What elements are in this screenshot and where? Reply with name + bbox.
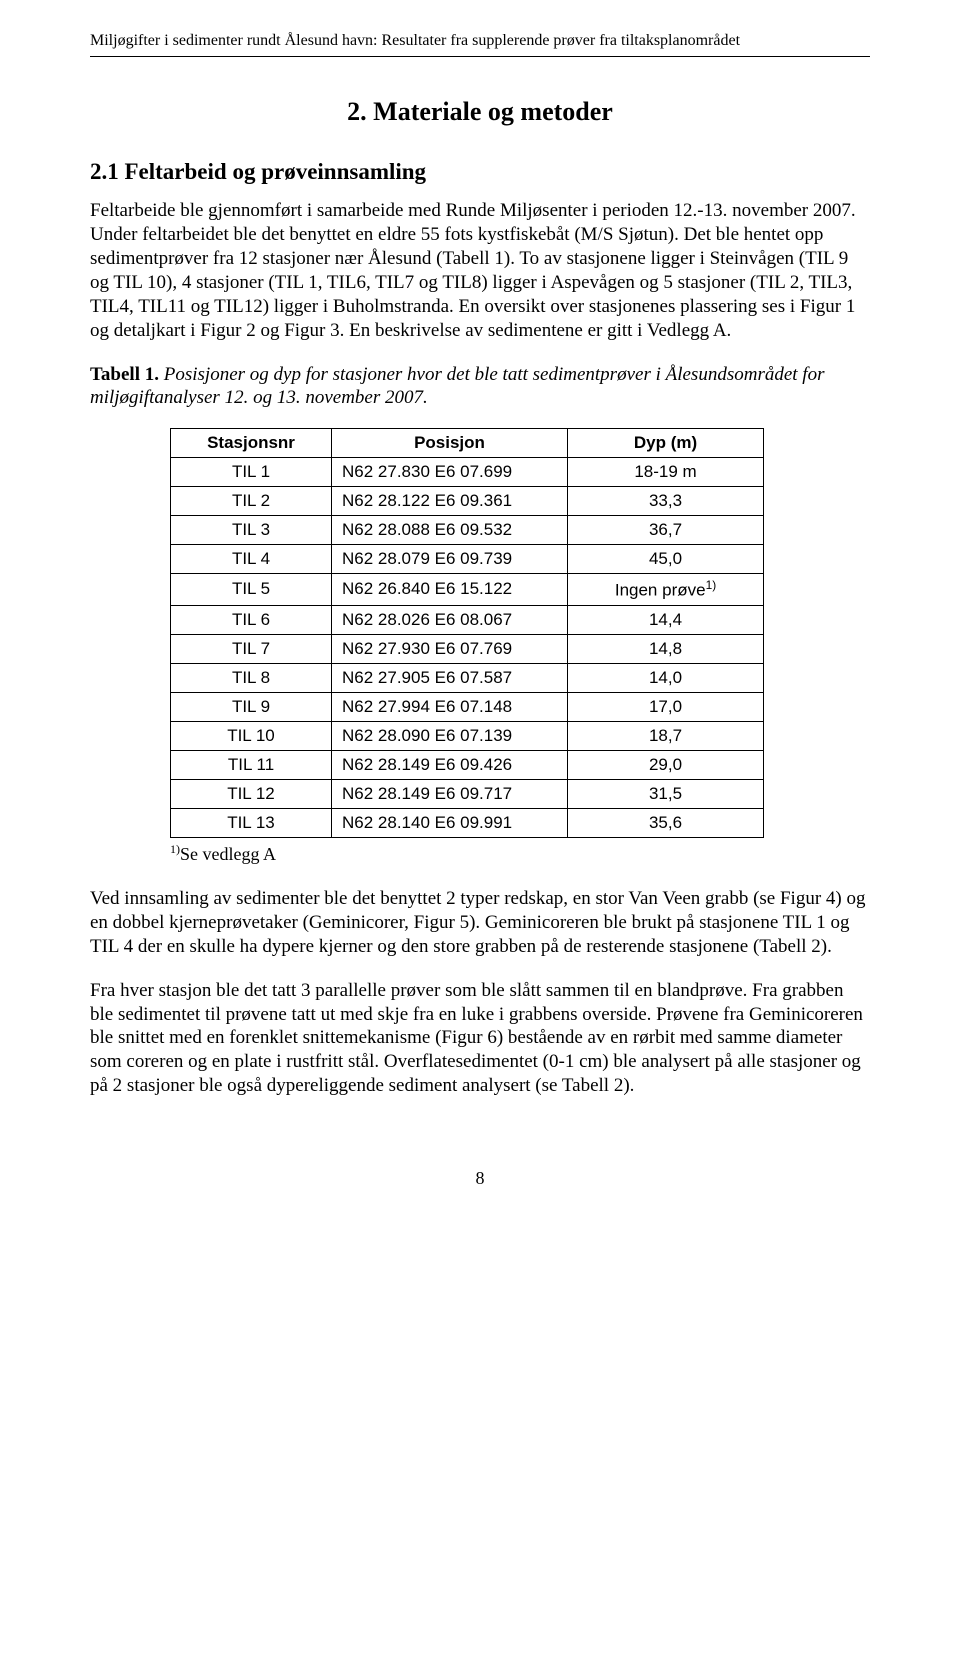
cell-posisjon: N62 27.930 E6 07.769 bbox=[332, 634, 568, 663]
cell-dyp: 33,3 bbox=[568, 487, 764, 516]
table-caption-text: Posisjoner og dyp for stasjoner hvor det… bbox=[90, 364, 824, 409]
cell-posisjon: N62 28.088 E6 09.532 bbox=[332, 516, 568, 545]
paragraph-2: Ved innsamling av sedimenter ble det ben… bbox=[90, 887, 870, 959]
cell-stasjonsnr: TIL 7 bbox=[171, 634, 332, 663]
cell-posisjon: N62 27.905 E6 07.587 bbox=[332, 663, 568, 692]
col-header-dyp: Dyp (m) bbox=[568, 429, 764, 458]
cell-sup: 1) bbox=[706, 578, 717, 592]
table-row: TIL 6N62 28.026 E6 08.06714,4 bbox=[171, 605, 764, 634]
table-row: TIL 10N62 28.090 E6 07.13918,7 bbox=[171, 721, 764, 750]
footnote-text: Se vedlegg A bbox=[180, 844, 276, 864]
cell-dyp: 31,5 bbox=[568, 779, 764, 808]
table-row: TIL 9N62 27.994 E6 07.14817,0 bbox=[171, 692, 764, 721]
cell-stasjonsnr: TIL 11 bbox=[171, 750, 332, 779]
page-number: 8 bbox=[90, 1168, 870, 1189]
table-row: TIL 7N62 27.930 E6 07.76914,8 bbox=[171, 634, 764, 663]
cell-dyp: 18,7 bbox=[568, 721, 764, 750]
footnote-marker: 1) bbox=[170, 842, 180, 856]
col-header-posisjon: Posisjon bbox=[332, 429, 568, 458]
running-header: Miljøgifter i sedimenter rundt Ålesund h… bbox=[90, 32, 870, 57]
cell-dyp: 14,8 bbox=[568, 634, 764, 663]
cell-dyp: 18-19 m bbox=[568, 458, 764, 487]
document-page: Miljøgifter i sedimenter rundt Ålesund h… bbox=[0, 0, 960, 1229]
table-row: TIL 3N62 28.088 E6 09.53236,7 bbox=[171, 516, 764, 545]
cell-dyp: Ingen prøve1) bbox=[568, 574, 764, 606]
cell-dyp: 36,7 bbox=[568, 516, 764, 545]
station-table-wrap: Stasjonsnr Posisjon Dyp (m) TIL 1N62 27.… bbox=[170, 428, 870, 838]
cell-posisjon: N62 28.149 E6 09.426 bbox=[332, 750, 568, 779]
cell-stasjonsnr: TIL 13 bbox=[171, 808, 332, 837]
cell-dyp: 14,0 bbox=[568, 663, 764, 692]
cell-stasjonsnr: TIL 6 bbox=[171, 605, 332, 634]
cell-posisjon: N62 27.830 E6 07.699 bbox=[332, 458, 568, 487]
table-row: TIL 4N62 28.079 E6 09.73945,0 bbox=[171, 545, 764, 574]
cell-dyp: 17,0 bbox=[568, 692, 764, 721]
table-row: TIL 2N62 28.122 E6 09.36133,3 bbox=[171, 487, 764, 516]
cell-stasjonsnr: TIL 5 bbox=[171, 574, 332, 606]
section-title: 2.1 Feltarbeid og prøveinnsamling bbox=[90, 159, 870, 185]
cell-posisjon: N62 28.140 E6 09.991 bbox=[332, 808, 568, 837]
table-row: TIL 1N62 27.830 E6 07.69918-19 m bbox=[171, 458, 764, 487]
table-caption: Tabell 1. Posisjoner og dyp for stasjone… bbox=[90, 363, 870, 411]
cell-posisjon: N62 26.840 E6 15.122 bbox=[332, 574, 568, 606]
cell-posisjon: N62 28.026 E6 08.067 bbox=[332, 605, 568, 634]
cell-dyp: 29,0 bbox=[568, 750, 764, 779]
cell-stasjonsnr: TIL 1 bbox=[171, 458, 332, 487]
cell-stasjonsnr: TIL 12 bbox=[171, 779, 332, 808]
paragraph-3: Fra hver stasjon ble det tatt 3 parallel… bbox=[90, 979, 870, 1099]
cell-posisjon: N62 27.994 E6 07.148 bbox=[332, 692, 568, 721]
station-table: Stasjonsnr Posisjon Dyp (m) TIL 1N62 27.… bbox=[170, 428, 764, 838]
cell-stasjonsnr: TIL 10 bbox=[171, 721, 332, 750]
cell-dyp: 45,0 bbox=[568, 545, 764, 574]
cell-stasjonsnr: TIL 2 bbox=[171, 487, 332, 516]
paragraph-1: Feltarbeide ble gjennomført i samarbeide… bbox=[90, 199, 870, 343]
cell-stasjonsnr: TIL 9 bbox=[171, 692, 332, 721]
cell-dyp: 35,6 bbox=[568, 808, 764, 837]
cell-stasjonsnr: TIL 8 bbox=[171, 663, 332, 692]
table-body: TIL 1N62 27.830 E6 07.69918-19 mTIL 2N62… bbox=[171, 458, 764, 838]
cell-posisjon: N62 28.149 E6 09.717 bbox=[332, 779, 568, 808]
table-row: TIL 5N62 26.840 E6 15.122Ingen prøve1) bbox=[171, 574, 764, 606]
cell-stasjonsnr: TIL 3 bbox=[171, 516, 332, 545]
table-row: TIL 8N62 27.905 E6 07.58714,0 bbox=[171, 663, 764, 692]
cell-dyp: 14,4 bbox=[568, 605, 764, 634]
col-header-stasjonsnr: Stasjonsnr bbox=[171, 429, 332, 458]
cell-posisjon: N62 28.079 E6 09.739 bbox=[332, 545, 568, 574]
table-row: TIL 13N62 28.140 E6 09.99135,6 bbox=[171, 808, 764, 837]
table-footnote: 1)Se vedlegg A bbox=[170, 842, 870, 865]
cell-posisjon: N62 28.090 E6 07.139 bbox=[332, 721, 568, 750]
table-caption-label: Tabell 1. bbox=[90, 364, 159, 385]
table-header-row: Stasjonsnr Posisjon Dyp (m) bbox=[171, 429, 764, 458]
table-row: TIL 11N62 28.149 E6 09.42629,0 bbox=[171, 750, 764, 779]
chapter-title: 2. Materiale og metoder bbox=[90, 97, 870, 127]
table-row: TIL 12N62 28.149 E6 09.71731,5 bbox=[171, 779, 764, 808]
cell-stasjonsnr: TIL 4 bbox=[171, 545, 332, 574]
cell-posisjon: N62 28.122 E6 09.361 bbox=[332, 487, 568, 516]
